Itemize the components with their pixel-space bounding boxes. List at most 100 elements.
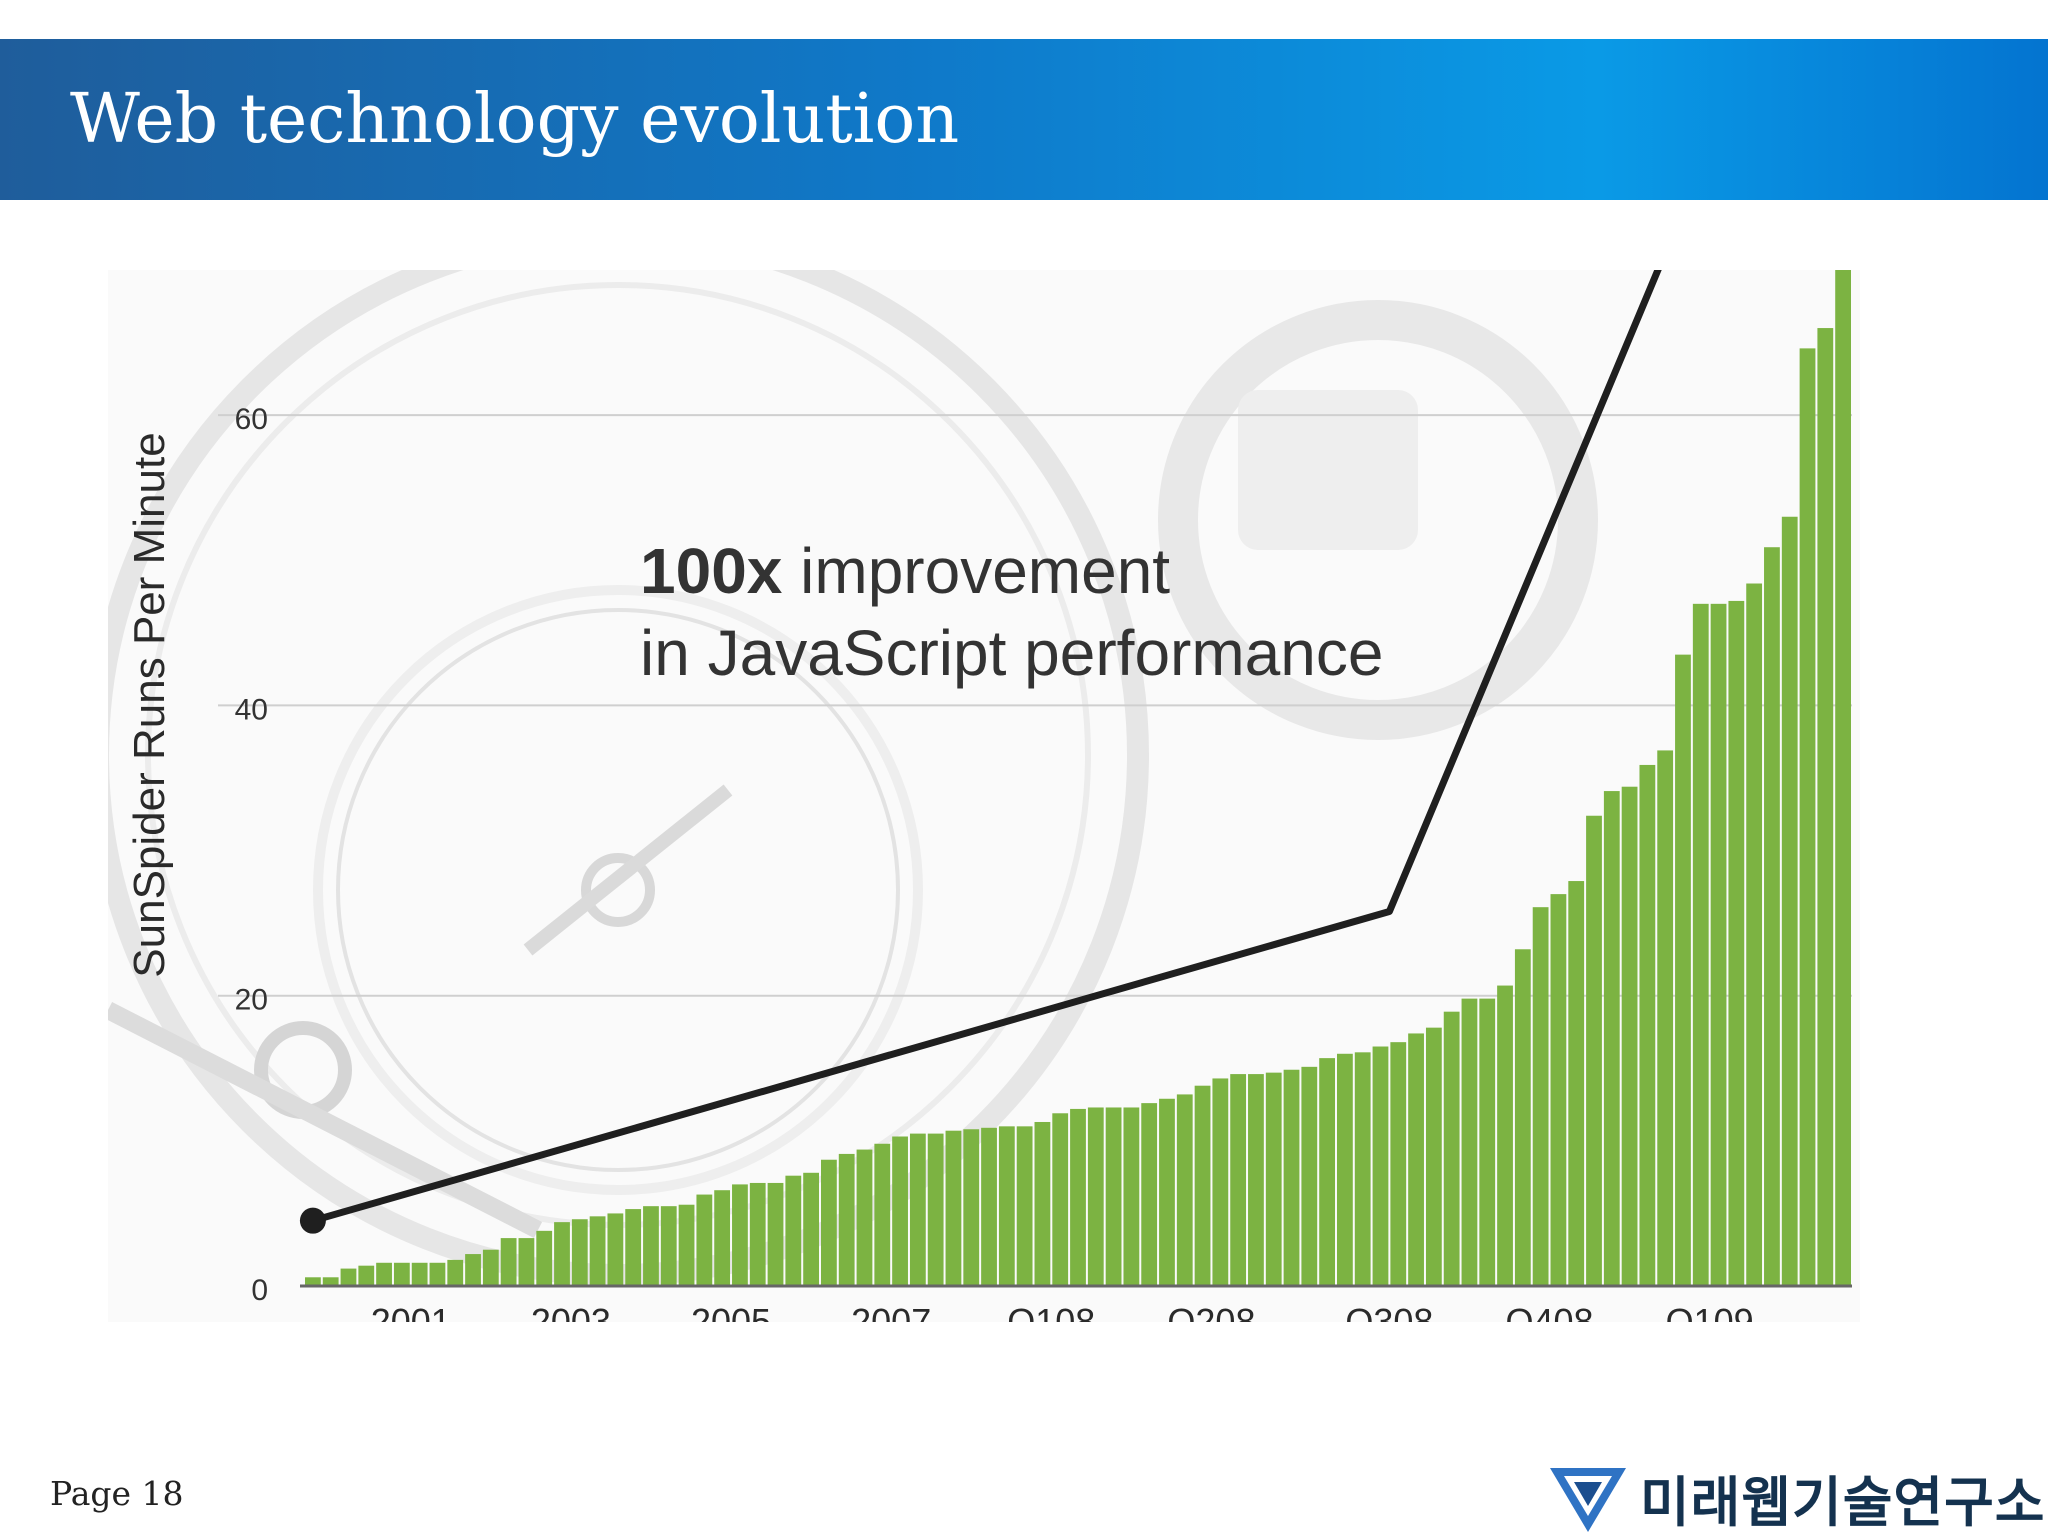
bar [1212,1078,1229,1286]
chart-area: 0 20 40 60 2001 2003 2005 2007 Q108 Q208 Q308 Q408 Q… [108,270,1860,1322]
bar [1390,1042,1407,1286]
bar [1425,1027,1442,1286]
bar [1568,881,1585,1286]
bar [625,1209,642,1286]
bar [1603,791,1620,1286]
bar [909,1133,926,1286]
title-bar: Web technology evolution [0,39,2048,200]
bar [981,1127,997,1286]
bar [376,1262,392,1286]
chart-svg: 0 20 40 60 2001 2003 2005 2007 Q108 Q208 Q308 Q408 Q… [108,270,1852,1322]
trend-start-dot [299,1207,326,1234]
bar [874,1143,891,1286]
bar [660,1206,677,1286]
headline-bold: 100x [640,535,783,607]
x-tick-label: Q109 [1666,1301,1754,1322]
bar [589,1216,606,1286]
x-tick-label: 2005 [691,1301,771,1322]
bar [500,1238,517,1286]
bar [1532,907,1549,1286]
bar [963,1129,980,1286]
bar [1621,786,1638,1286]
bar [927,1133,944,1286]
bar [998,1126,1015,1286]
trend-line [299,270,1662,1234]
bar [1319,1058,1335,1286]
bar [465,1254,481,1286]
bar [696,1194,713,1286]
bar [1728,600,1745,1286]
bar [1372,1046,1389,1286]
bar [358,1265,375,1286]
bar [1764,547,1780,1286]
bar [1408,1033,1424,1286]
bar [1105,1107,1122,1286]
bar [1087,1107,1104,1286]
bar [1248,1074,1264,1286]
trend-polyline [311,270,1662,1225]
bar [1817,328,1834,1286]
bar [1301,1066,1318,1286]
bar [767,1182,784,1286]
bar [1799,348,1816,1286]
bar [1461,998,1478,1286]
logo-mark-icon [1550,1468,1626,1532]
x-tick-label: Q208 [1167,1301,1255,1322]
bar [305,1277,321,1286]
bar [1194,1085,1211,1286]
bar [714,1190,731,1286]
bar [1497,985,1513,1286]
bar [340,1268,357,1286]
y-tick-label: 60 [235,403,268,436]
bar [1550,894,1567,1286]
bar [1016,1126,1033,1286]
axes: 0 20 40 60 2001 2003 2005 2007 Q108 Q208 Q308 Q408 Q… [235,403,1852,1322]
bar [1034,1121,1051,1286]
bar [785,1175,802,1286]
bar [1479,998,1496,1286]
headline-line2: in JavaScript performance [640,617,1384,689]
bar [749,1182,766,1286]
x-tick-label: 2001 [371,1301,451,1322]
bar [322,1277,339,1286]
bar [1675,654,1691,1286]
bar [411,1262,428,1286]
bar [1746,583,1763,1286]
bar [482,1249,499,1286]
x-tick-label: 2003 [531,1301,611,1322]
bar [1052,1113,1069,1286]
chart-headline: 100x improvement in JavaScript performan… [640,530,1383,694]
slide-title: Web technology evolution [70,80,960,159]
bar [1141,1103,1158,1286]
bar [856,1149,873,1286]
x-tick-label: Q108 [1007,1301,1095,1322]
bar [803,1172,819,1286]
bar [945,1130,962,1286]
bar [838,1153,855,1286]
logo-text: 미래웹기술연구소 [1640,1471,2046,1534]
bar [518,1238,535,1286]
bar [1070,1108,1086,1286]
bar [571,1219,588,1286]
bar-series [305,270,1851,1286]
bar [1283,1069,1300,1286]
bar [1123,1107,1140,1286]
bar [1781,516,1798,1286]
y-tick-label: 0 [251,1274,268,1307]
bar [1443,1011,1460,1286]
page-number: Page 18 [50,1474,184,1513]
headline-line1: improvement [782,535,1171,607]
bar [821,1159,837,1286]
bar [607,1213,624,1286]
bar [393,1262,410,1286]
bar [1159,1098,1175,1286]
bar [1176,1094,1193,1286]
x-tick-label: Q408 [1505,1301,1593,1322]
bar [1265,1072,1282,1286]
bar [678,1204,695,1286]
bar [1354,1052,1371,1286]
x-tick-label: Q308 [1345,1301,1433,1322]
y-axis-label: SunSpider Runs Per Minute [125,432,174,978]
bar [1337,1053,1353,1286]
bar [1835,270,1851,1286]
